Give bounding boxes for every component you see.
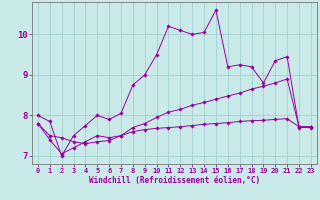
X-axis label: Windchill (Refroidissement éolien,°C): Windchill (Refroidissement éolien,°C) — [89, 176, 260, 185]
